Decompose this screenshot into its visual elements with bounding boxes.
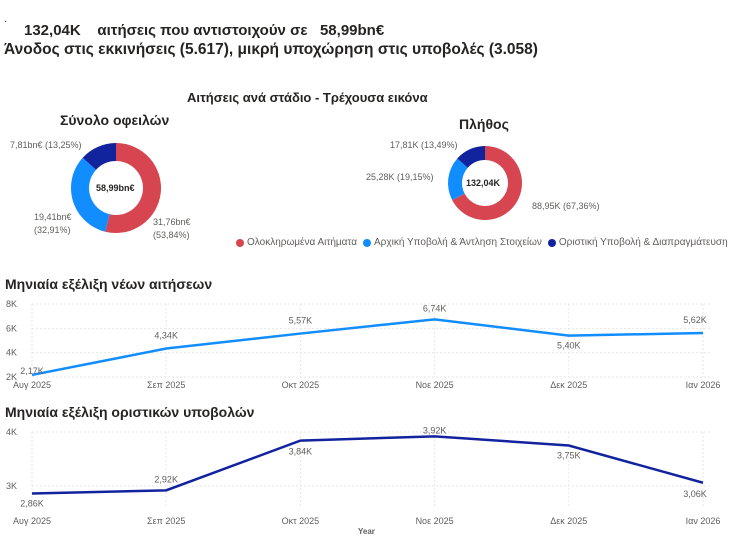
donut-slice [457,146,485,168]
donut1-label-initial-pct: (32,91%) [34,225,71,235]
x-tick-label: Οκτ 2025 [282,516,320,526]
data-label: 3,06K [683,489,707,499]
legend-dot [236,238,244,247]
series-line [31,435,704,495]
section-title: Αιτήσεις ανά στάδιο - Τρέχουσα εικόνα [187,90,428,105]
data-label: 3,75K [557,451,581,461]
x-tick-label: Νοε 2025 [416,380,454,390]
y-tick-label: 4K [6,348,17,358]
legend-item-completed[interactable]: Ολοκληρωμένα Αιτήματα [236,237,357,248]
y-tick-label: 4K [6,427,17,437]
data-label: 4,34K [154,331,178,341]
legend-dot [547,238,556,247]
data-label: 2,17K [20,366,44,376]
donut-slice [70,157,110,232]
donut2-label-completed: 88,95K (67,36%) [532,201,600,211]
data-label: 5,62K [683,315,707,325]
data-label: 5,40K [557,341,581,351]
x-tick-label: Ιαν 2026 [686,516,721,526]
data-label: 2,86K [20,499,44,509]
line2-title: Μηνιαία εξέλιξη οριστικών υποβολών [5,404,255,420]
data-label: 3,92K [423,425,447,435]
headline-amount: 58,99bn€ [319,22,385,39]
data-label: 2,92K [154,474,178,484]
data-label: 6,74K [423,303,447,313]
x-tick-label: Δεκ 2025 [550,516,587,526]
headline-line1: 132,04K αιτήσεις που αντιστοιχούν σε 58,… [24,22,384,39]
donut1-title: Σύνολο οφειλών [60,112,170,128]
y-tick-label: 3K [6,481,17,491]
headline-text: αιτήσεις που αντιστοιχούν σε [97,22,308,39]
donut2-title: Πλήθος [459,116,509,132]
headline-count: 132,04K [24,22,81,39]
series-line [31,318,704,377]
x-tick-label: Αυγ 2025 [13,516,51,526]
y-tick-label: 6K [6,323,17,333]
legend-dot [363,238,372,247]
x-tick-label: Ιαν 2026 [686,380,721,390]
y-tick-label: 2K [6,372,17,382]
legend-label: Αρχική Υποβολή & Άντληση Στοιχείων [374,237,542,248]
donut-slice [82,143,116,170]
data-label: 5,57K [289,316,313,326]
donut-slice [452,146,522,220]
donut2-label-initial: 25,28K (19,15%) [366,172,434,182]
legend-label: Ολοκληρωμένα Αιτήματα [247,237,358,248]
line1-title: Μηνιαία εξέλιξη νέων αιτήσεων [5,276,213,292]
x-tick-label: Σεπ 2025 [147,516,185,526]
legend: Ολοκληρωμένα Αιτήματα Αρχική Υποβολή & Ά… [236,237,728,248]
donut1-center: 58,99bn€ [96,183,135,193]
legend-item-initial[interactable]: Αρχική Υποβολή & Άντληση Στοιχείων [363,237,542,248]
line2-xlabel: Year [358,527,375,536]
legend-label: Οριστική Υποβολή & Διαπραγμάτευση [558,237,728,248]
donut-slice [105,143,161,233]
legend-item-final[interactable]: Οριστική Υποβολή & Διαπραγμάτευση [547,237,728,248]
headline-line2: Άνοδος στις εκκινήσεις (5.617), μικρή υπ… [4,41,538,58]
donut-slice [447,158,468,201]
y-tick-label: 8K [6,299,17,309]
x-tick-label: Οκτ 2025 [282,380,320,390]
donut1-label-completed-pct: (53,84%) [153,230,190,240]
x-tick-label: Σεπ 2025 [147,380,185,390]
donut1-label-final: 7,81bn€ (13,25%) [10,140,82,150]
donut2-center: 132,04K [466,178,501,188]
bullet: · [4,16,8,27]
donut1-label-initial: 19,41bn€ [34,212,72,222]
donut1-label-completed: 31,76bn€ [153,217,191,227]
x-tick-label: Αυγ 2025 [13,380,51,390]
x-tick-label: Δεκ 2025 [550,380,587,390]
x-tick-label: Νοε 2025 [416,516,454,526]
data-label: 3,84K [289,447,313,457]
donut2-label-final: 17,81K (13,49%) [390,140,458,150]
